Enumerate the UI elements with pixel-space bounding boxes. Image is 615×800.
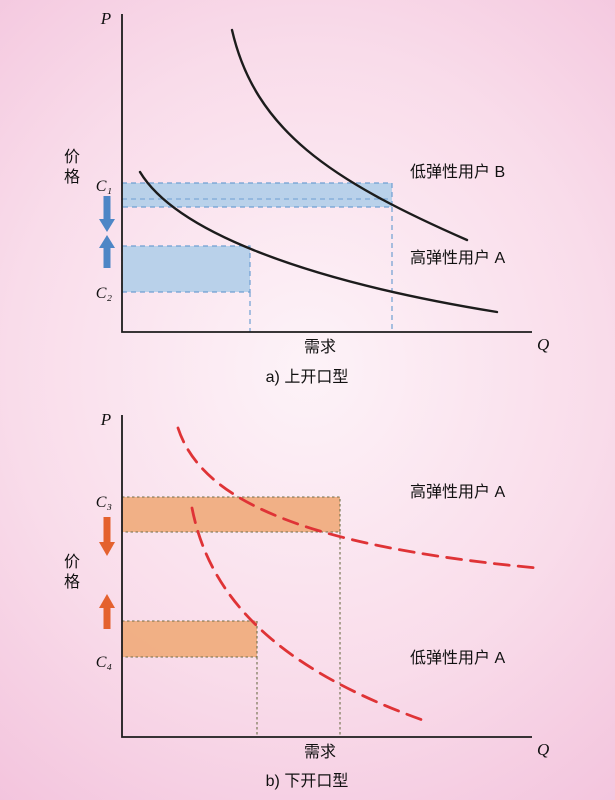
panel-a: P Q C₁ C₂ 需求 低弹性用户 B 高弹性用户 A a) 上开口型 [96, 9, 550, 386]
revenue-band-c2 [121, 245, 251, 293]
curve-label-high-elasticity-a: 高弹性用户 A [410, 249, 505, 267]
price-up-arrow-icon [99, 235, 115, 268]
revenue-band-c4 [121, 620, 258, 658]
demand-curve-low-elasticity-b [230, 28, 469, 242]
y-axis-symbol-a: P [100, 9, 111, 28]
price-mark-c3: C₃ [96, 494, 112, 511]
curve-label-low-elasticity-a-b: 低弹性用户 A [410, 649, 505, 667]
price-up-arrow-icon-b [99, 594, 115, 629]
price-mark-c4: C₄ [96, 654, 112, 671]
panel-a-caption: a) 上开口型 [266, 368, 349, 386]
axes-b [121, 415, 532, 738]
y-axis-symbol-b: P [100, 410, 111, 429]
curve-label-high-elasticity-a-b: 高弹性用户 A [410, 483, 505, 501]
revenue-band-c1 [121, 182, 393, 208]
curve-label-low-elasticity-b: 低弹性用户 B [410, 163, 505, 181]
x-axis-label-a: 需求 [304, 338, 336, 356]
panel-b: P Q C₃ C₄ 需求 高弹性用户 A 低弹性用户 A b) 下开口型 [96, 410, 550, 790]
demand-curve-high-elasticity-a-b [176, 426, 539, 570]
demand-curve-low-elasticity-a-b [190, 506, 430, 724]
price-down-arrow-icon [99, 196, 115, 232]
x-axis-symbol-b: Q [537, 740, 549, 759]
price-mark-c2: C₂ [96, 285, 113, 302]
x-axis-symbol-a: Q [537, 335, 549, 354]
revenue-band-c3 [121, 496, 341, 533]
y-axis-label-b: 价格 [61, 553, 78, 593]
demand-curve-high-elasticity-a [138, 170, 499, 314]
axes-a [121, 14, 532, 333]
panel-b-caption: b) 下开口型 [266, 772, 349, 790]
y-axis-label-a: 价格 [61, 148, 78, 188]
price-down-arrow-icon-b [99, 517, 115, 556]
price-mark-c1: C₁ [96, 178, 112, 195]
x-axis-label-b: 需求 [304, 743, 336, 761]
